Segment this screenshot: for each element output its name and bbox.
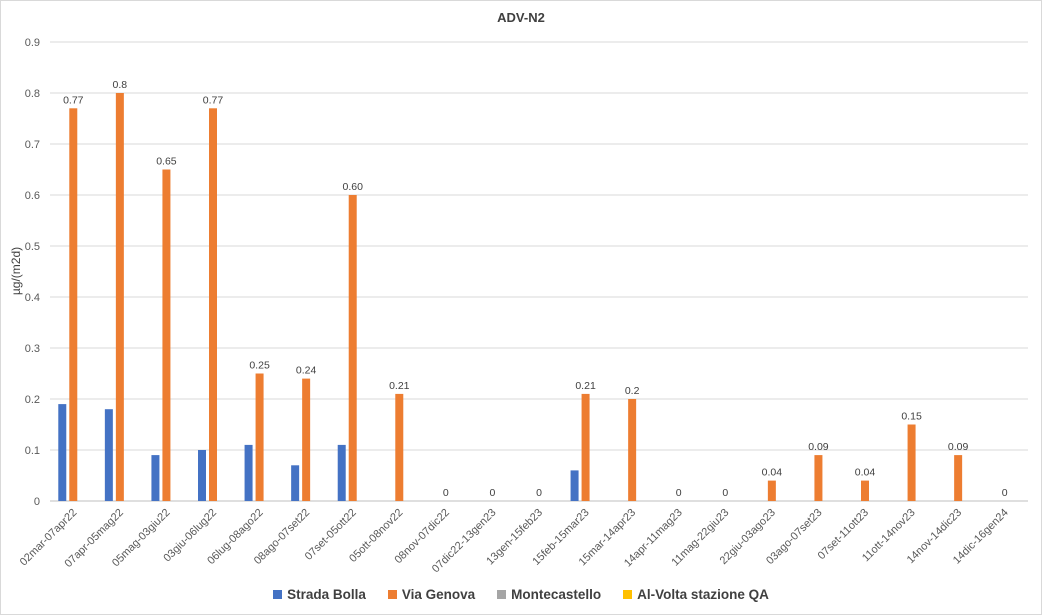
bar-strada-bolla [151, 455, 160, 501]
y-tick-label: 0.9 [25, 37, 40, 49]
y-tick-label: 0.1 [25, 445, 40, 457]
legend: Strada Bolla Via Genova Montecastello Al-Vo… [0, 587, 1042, 602]
y-tick-label: 0.2 [25, 394, 40, 406]
y-tick-label: 0 [34, 496, 40, 508]
legend-swatch [273, 590, 283, 599]
bar-via-genova [69, 108, 78, 502]
bar-via-genova [907, 424, 916, 501]
bar-via-genova [395, 393, 404, 501]
bar-via-genova [162, 169, 171, 501]
bar-via-genova [628, 399, 637, 501]
bar-strada-bolla [104, 409, 113, 501]
y-tick-label: 0.6 [25, 190, 40, 202]
legend-label: Strada Bolla [287, 587, 366, 602]
data-label: 0.77 [63, 94, 84, 106]
bar-via-genova [348, 195, 357, 501]
bar-via-genova [581, 393, 590, 501]
y-axis-label: µg/(m2d) [9, 247, 23, 295]
legend-swatch [387, 590, 397, 599]
data-label: 0 [490, 487, 496, 499]
data-label: 0.8 [113, 79, 128, 91]
data-label: 0.15 [901, 411, 922, 423]
legend-label: Montecastello [511, 587, 602, 602]
data-label: 0.04 [855, 467, 876, 479]
data-label: 0.2 [625, 385, 640, 397]
legend-label: Via Genova [401, 587, 476, 602]
legend-swatch [497, 590, 507, 599]
data-label: 0.21 [389, 380, 410, 392]
data-label: 0 [443, 487, 449, 499]
bar-via-genova [954, 455, 963, 501]
bar-via-genova [255, 373, 264, 501]
data-label: 0 [676, 487, 682, 499]
data-label: 0.25 [249, 360, 270, 372]
bar-via-genova [861, 480, 869, 501]
legend-swatch [623, 590, 633, 599]
chart-title: ADV-N2 [497, 10, 545, 25]
data-label: 0.65 [156, 156, 177, 168]
y-tick-label: 0.5 [25, 241, 40, 253]
y-tick-label: 0.3 [25, 343, 40, 355]
legend-item: Via Genova [387, 587, 476, 602]
data-label: 0.77 [203, 94, 224, 106]
bar-strada-bolla [244, 444, 253, 501]
y-tick-label: 0.7 [25, 139, 40, 151]
y-tick-label: 0.8 [25, 88, 40, 100]
bar-via-genova [302, 378, 311, 501]
y-tick-label: 0.4 [25, 292, 40, 304]
data-label: 0.21 [575, 380, 596, 392]
bar-via-genova [814, 455, 823, 501]
legend-item: Al-Volta stazione QA [623, 587, 769, 602]
bar-strada-bolla [570, 470, 579, 501]
data-label: 0 [722, 487, 728, 499]
legend-item: Montecastello [497, 587, 601, 602]
bar-via-genova [767, 480, 776, 501]
data-label: 0.60 [342, 181, 363, 193]
data-label: 0.04 [762, 467, 783, 479]
data-label: 0.09 [808, 441, 829, 453]
data-label: 0 [1002, 487, 1008, 499]
bar-strada-bolla [58, 404, 67, 501]
bar-strada-bolla [291, 465, 300, 501]
legend-label: Al-Volta stazione QA [637, 587, 769, 602]
bar-strada-bolla [337, 444, 346, 501]
data-label: 0.24 [296, 365, 317, 377]
bar-via-genova [115, 93, 124, 501]
data-label: 0.09 [948, 441, 969, 453]
legend-item: Strada Bolla [273, 587, 366, 602]
bar-via-genova [209, 108, 217, 502]
bar-strada-bolla [198, 450, 206, 501]
data-label: 0 [536, 487, 542, 499]
